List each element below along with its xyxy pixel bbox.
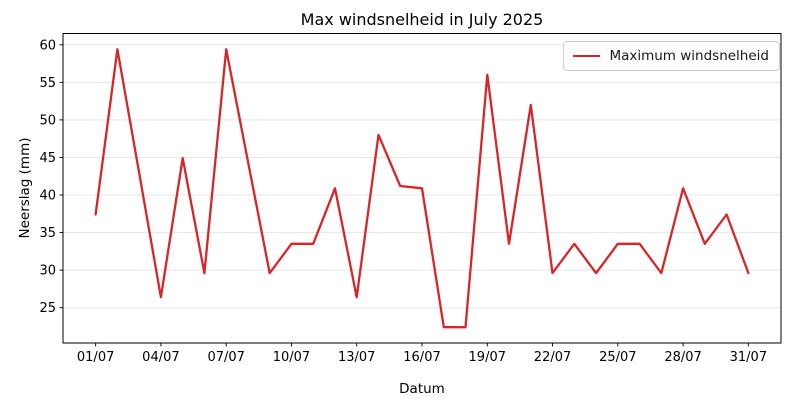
data-line bbox=[94, 48, 750, 329]
legend: Maximum windsnelheid bbox=[563, 41, 780, 71]
x-tick-label: 16/07 bbox=[403, 350, 440, 365]
y-tick-label: 55 bbox=[39, 76, 56, 91]
x-tick-label: 04/07 bbox=[142, 350, 179, 365]
x-tick-label: 07/07 bbox=[207, 350, 244, 365]
x-tick-label: 01/07 bbox=[77, 350, 114, 365]
x-tick-label: 13/07 bbox=[338, 350, 375, 365]
x-tick-label: 31/07 bbox=[730, 350, 767, 365]
chart-title: Max windsnelheid in July 2025 bbox=[300, 10, 544, 29]
y-tick-label: 25 bbox=[39, 301, 56, 316]
y-tick-label: 40 bbox=[39, 189, 56, 204]
x-tick-label: 10/07 bbox=[273, 350, 310, 365]
x-tick-label: 22/07 bbox=[534, 350, 571, 365]
y-tick-label: 30 bbox=[39, 264, 56, 279]
y-tick-label: 60 bbox=[39, 38, 56, 53]
y-tick-label: 45 bbox=[39, 151, 56, 166]
legend-line-icon bbox=[573, 55, 601, 57]
x-axis-label: Datum bbox=[399, 381, 445, 397]
y-tick-label: 50 bbox=[39, 113, 56, 128]
x-tick-label: 28/07 bbox=[664, 350, 701, 365]
y-tick-label: 35 bbox=[39, 226, 56, 241]
x-tick-label: 19/07 bbox=[469, 350, 506, 365]
x-tick-label: 25/07 bbox=[599, 350, 636, 365]
legend-label: Maximum windsnelheid bbox=[609, 48, 769, 64]
